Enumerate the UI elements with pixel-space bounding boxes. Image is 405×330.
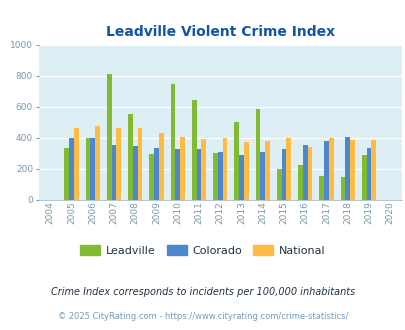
Bar xyxy=(276,169,281,200)
Text: Crime Index corresponds to incidents per 100,000 inhabitants: Crime Index corresponds to incidents per… xyxy=(51,287,354,297)
Title: Leadville Violent Crime Index: Leadville Violent Crime Index xyxy=(105,25,334,39)
Bar xyxy=(307,147,311,200)
Bar xyxy=(328,138,333,200)
Bar xyxy=(361,155,366,200)
Bar xyxy=(286,138,290,200)
Bar xyxy=(180,137,184,200)
Bar xyxy=(74,127,78,200)
Bar xyxy=(323,142,328,200)
Bar xyxy=(137,128,142,200)
Bar xyxy=(128,114,132,200)
Bar xyxy=(116,127,121,200)
Bar xyxy=(243,142,248,200)
Bar xyxy=(260,151,264,200)
Bar xyxy=(90,138,95,200)
Bar xyxy=(239,155,243,200)
Bar xyxy=(217,151,222,200)
Bar xyxy=(298,165,302,200)
Bar xyxy=(107,74,111,200)
Legend: Leadville, Colorado, National: Leadville, Colorado, National xyxy=(76,241,329,260)
Bar xyxy=(302,145,307,200)
Text: © 2025 CityRating.com - https://www.cityrating.com/crime-statistics/: © 2025 CityRating.com - https://www.city… xyxy=(58,312,347,321)
Bar xyxy=(69,138,74,200)
Bar xyxy=(158,133,163,200)
Bar xyxy=(196,149,201,200)
Bar xyxy=(149,154,154,200)
Bar xyxy=(64,148,69,200)
Bar xyxy=(154,148,158,200)
Bar xyxy=(175,149,180,200)
Bar xyxy=(85,138,90,200)
Bar xyxy=(366,148,371,200)
Bar xyxy=(255,109,260,200)
Bar xyxy=(234,122,239,200)
Bar xyxy=(213,153,217,200)
Bar xyxy=(340,177,345,200)
Bar xyxy=(345,137,349,200)
Bar xyxy=(264,142,269,200)
Bar xyxy=(192,100,196,200)
Bar xyxy=(281,149,286,200)
Bar xyxy=(371,140,375,200)
Bar xyxy=(319,177,323,200)
Bar xyxy=(171,84,175,200)
Bar xyxy=(349,140,354,200)
Bar xyxy=(222,138,227,200)
Bar xyxy=(201,139,205,200)
Bar xyxy=(132,146,137,200)
Bar xyxy=(111,145,116,200)
Bar xyxy=(95,126,100,200)
